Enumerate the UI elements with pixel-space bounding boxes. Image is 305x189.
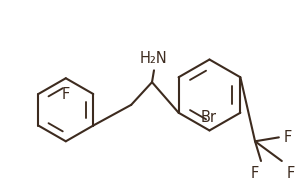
Text: F: F bbox=[62, 87, 70, 102]
Text: F: F bbox=[287, 166, 295, 181]
Text: F: F bbox=[284, 130, 292, 145]
Text: F: F bbox=[251, 166, 259, 181]
Text: H₂N: H₂N bbox=[140, 51, 168, 66]
Text: Br: Br bbox=[200, 110, 217, 125]
